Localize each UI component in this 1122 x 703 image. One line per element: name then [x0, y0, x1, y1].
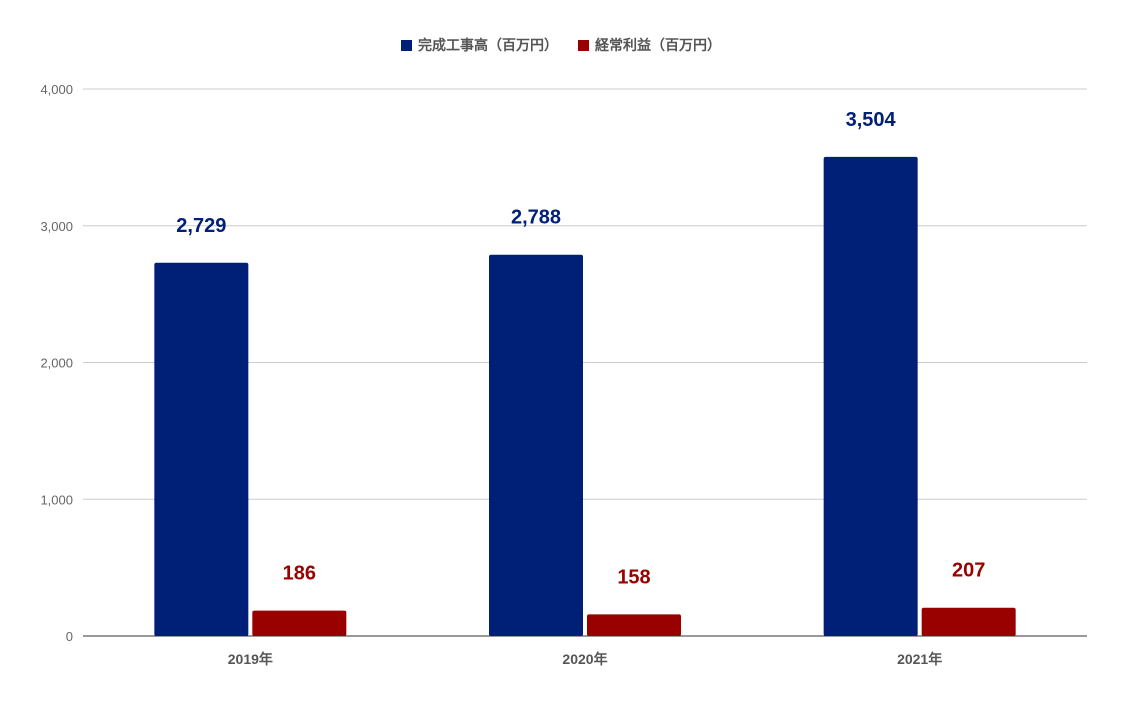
x-tick-label: 2021年	[897, 651, 942, 667]
y-tick-label: 0	[66, 629, 73, 644]
legend-item: 経常利益（百万円）	[578, 37, 721, 53]
x-tick-label: 2020年	[562, 651, 607, 667]
legend: 完成工事高（百万円） 経常利益（百万円）	[401, 37, 721, 53]
data-label: 186	[283, 563, 316, 585]
y-tick-label: 4,000	[40, 82, 73, 97]
data-label: 207	[952, 560, 985, 582]
legend-label: 完成工事高（百万円）	[418, 37, 558, 53]
bars	[154, 156, 1016, 636]
y-tick-label: 3,000	[40, 219, 73, 234]
bar-profit	[587, 614, 681, 636]
bar-profit	[921, 607, 1016, 636]
gridlines	[83, 88, 1087, 637]
data-labels: 2,729 186 2,788 158 3,504 207	[176, 109, 985, 589]
x-axis-ticks: 2019年 2020年 2021年	[228, 651, 942, 667]
data-label: 2,788	[511, 207, 561, 229]
data-label: 158	[617, 566, 650, 588]
x-tick-label: 2019年	[228, 651, 273, 667]
y-tick-label: 2,000	[40, 356, 73, 371]
data-label: 3,504	[846, 109, 897, 131]
legend-item: 完成工事高（百万円）	[401, 37, 558, 53]
legend-swatch	[401, 40, 412, 51]
bar-revenue	[154, 262, 249, 636]
y-axis-ticks: 0 1,000 2,000 3,000 4,000	[40, 82, 73, 644]
bar-revenue	[823, 156, 918, 636]
data-label: 2,729	[176, 215, 226, 237]
legend-swatch	[578, 40, 589, 51]
bar-revenue	[489, 254, 583, 636]
legend-label: 経常利益（百万円）	[595, 37, 721, 53]
y-tick-label: 1,000	[40, 492, 73, 507]
bar-profit	[252, 610, 347, 636]
